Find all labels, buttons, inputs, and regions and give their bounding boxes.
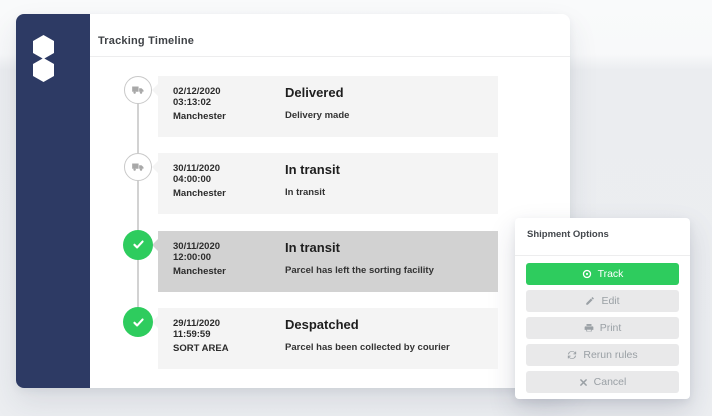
event-time: 03:13:02	[173, 97, 212, 108]
event-status: In transit	[285, 162, 340, 178]
event-location: Manchester	[173, 111, 226, 122]
event-description: Parcel has left the sorting facility	[285, 264, 434, 276]
event-status: In transit	[285, 239, 340, 255]
printer-icon	[584, 323, 594, 333]
x-icon	[579, 378, 588, 387]
event-time: 12:00:00	[173, 251, 212, 263]
event-location: SORT AREA	[173, 343, 229, 355]
options-buttons: Track Edit Print Rerun rules Cancel	[526, 263, 679, 393]
header-divider	[90, 56, 570, 57]
event-date: 02/12/2020	[173, 86, 221, 97]
event-time: 11:59:59	[173, 329, 211, 341]
timeline-event: 30/11/2020 04:00:00 Manchester In transi…	[16, 153, 570, 215]
hexagon-icon	[33, 35, 54, 59]
target-icon	[582, 269, 592, 279]
event-location: Manchester	[173, 265, 226, 277]
cancel-button[interactable]: Cancel	[526, 371, 679, 393]
timeline-event-row[interactable]: 30/11/2020 04:00:00 Manchester In transi…	[152, 153, 498, 215]
rerun-rules-button[interactable]: Rerun rules	[526, 344, 679, 366]
track-button[interactable]: Track	[526, 263, 679, 285]
truck-status-icon	[124, 76, 152, 104]
event-date: 30/11/2020	[173, 240, 221, 252]
timeline-event-row[interactable]: 30/11/2020 12:00:00 Manchester In transi…	[152, 230, 498, 292]
event-status: Delivered	[285, 85, 344, 100]
check-status-icon	[123, 229, 153, 260]
event-description: Parcel has been collected by courier	[285, 342, 450, 354]
check-status-icon	[123, 307, 153, 338]
sidebar	[16, 14, 90, 388]
event-location: Manchester	[173, 188, 226, 200]
event-time: 04:00:00	[173, 174, 212, 186]
event-description: Delivery made	[285, 110, 350, 121]
event-description: In transit	[285, 187, 326, 199]
event-date: 29/11/2020	[173, 318, 221, 330]
timeline-event-row[interactable]: 02/12/2020 03:13:02 Manchester Delivered…	[152, 76, 498, 137]
timeline-event: 29/11/2020 11:59:59 SORT AREA Despatched…	[16, 307, 570, 370]
tracking-card: Tracking Timeline 02/12/2020 03:13:02 Ma…	[16, 14, 570, 388]
event-status: Despatched	[285, 317, 359, 333]
edit-button[interactable]: Edit	[526, 290, 679, 312]
timeline-event-row[interactable]: 29/11/2020 11:59:59 SORT AREA Despatched…	[152, 308, 498, 370]
hexagon-icon	[33, 58, 54, 82]
panel-title: Tracking Timeline	[98, 35, 195, 47]
timeline-line	[137, 90, 139, 322]
shipment-options-panel: Shipment Options Track Edit Print Rerun …	[515, 218, 690, 399]
timeline-event: 02/12/2020 03:13:02 Manchester Delivered…	[16, 76, 570, 138]
event-date: 30/11/2020	[173, 163, 221, 175]
refresh-icon	[567, 350, 577, 360]
pencil-icon	[585, 296, 595, 306]
print-button[interactable]: Print	[526, 317, 679, 339]
options-divider	[515, 255, 690, 256]
timeline-event: 30/11/2020 12:00:00 Manchester In transi…	[16, 229, 570, 293]
shipment-options-title: Shipment Options	[527, 229, 609, 240]
truck-status-icon	[124, 153, 152, 182]
